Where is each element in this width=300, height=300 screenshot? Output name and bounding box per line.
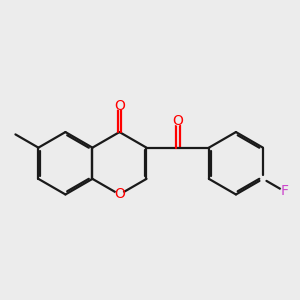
Circle shape [116,190,123,198]
Text: F: F [280,184,289,198]
Text: O: O [114,98,125,112]
Circle shape [174,117,182,125]
Text: O: O [172,114,183,128]
Text: O: O [114,188,125,202]
Circle shape [116,102,123,110]
Circle shape [281,188,288,195]
